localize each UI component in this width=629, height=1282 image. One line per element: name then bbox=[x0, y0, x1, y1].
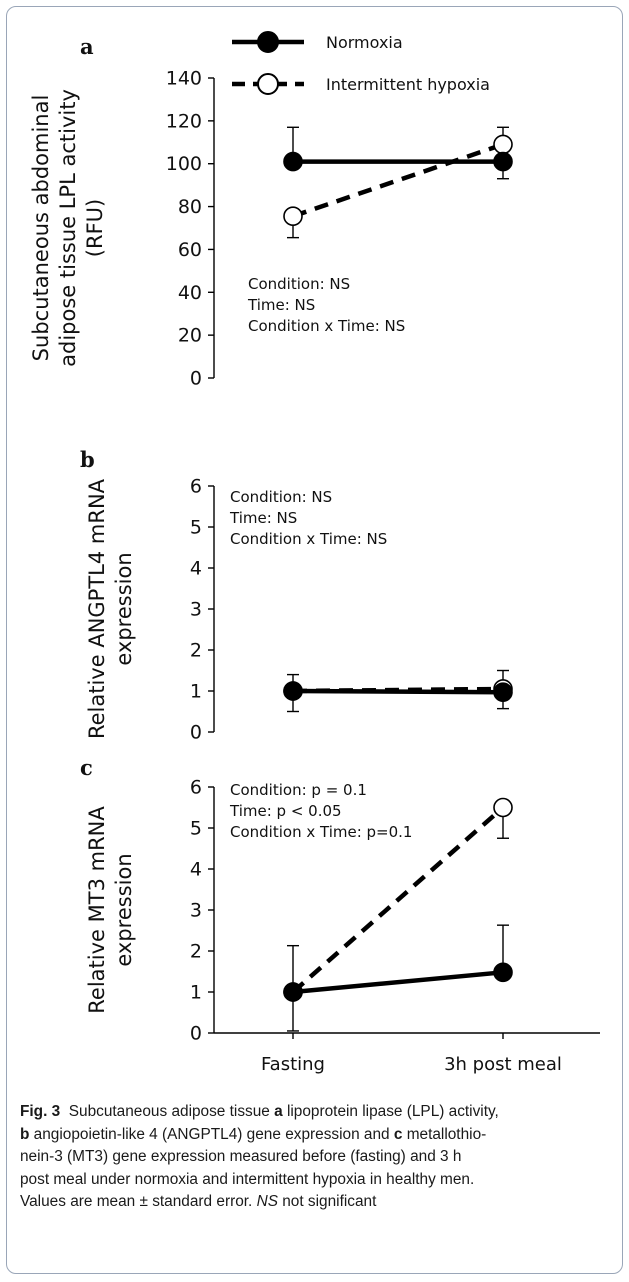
stats-annotation: Condition: p = 0.1 bbox=[230, 781, 367, 799]
point-normoxia bbox=[493, 682, 513, 703]
point-hypoxia bbox=[493, 797, 513, 818]
y-tick-label: 140 bbox=[166, 68, 202, 90]
legend: Normoxia Intermittent hypoxia bbox=[232, 31, 490, 95]
point-normoxia bbox=[493, 962, 513, 983]
legend-item-2: Intermittent hypoxia bbox=[232, 73, 490, 95]
caption-text: post meal under normoxia and intermitten… bbox=[20, 1170, 475, 1188]
y-tick-label: 4 bbox=[190, 859, 202, 881]
caption-line-1: Fig. 3 Subcutaneous adipose tissue a lip… bbox=[20, 1101, 615, 1124]
stats-annotation: Condition x Time: NS bbox=[248, 317, 405, 335]
y-axis-title: Subcutaneous abdominal bbox=[29, 95, 53, 362]
stats-annotation: Condition: NS bbox=[248, 275, 350, 293]
caption-fig-label: Fig. 3 bbox=[20, 1103, 61, 1120]
x-tick-label: Fasting bbox=[261, 1054, 325, 1075]
point-normoxia bbox=[283, 982, 303, 1002]
caption-text: lipoprotein lipase (LPL) activity, bbox=[282, 1103, 499, 1120]
y-tick-label: 6 bbox=[190, 777, 202, 799]
point-normoxia bbox=[283, 151, 303, 172]
stats-annotation: Condition: NS bbox=[230, 488, 332, 506]
caption-text: Values are mean ± standard error. bbox=[20, 1193, 257, 1210]
stats-annotation: Time: p < 0.05 bbox=[229, 802, 342, 820]
legend-label: Normoxia bbox=[326, 33, 403, 52]
series-line-hypoxia bbox=[291, 805, 505, 994]
caption-text: c bbox=[393, 1125, 403, 1143]
panel-b: b 0 1 2 3 4 5 6 Relative ANGPTL4 mRNA expression C… bbox=[80, 447, 513, 744]
y-tick-label: 1 bbox=[190, 982, 202, 1004]
y-tick-label: 1 bbox=[190, 681, 202, 703]
panel-c: c 0 1 2 3 4 5 6 Relative MT3 mRNA expression Condi… bbox=[80, 755, 600, 1045]
y-tick-label: 5 bbox=[190, 517, 202, 539]
y-axis-title: expression bbox=[112, 552, 136, 665]
y-axis-title: Relative ANGPTL4 mRNA bbox=[85, 478, 109, 739]
legend-filled-circle bbox=[257, 31, 279, 53]
stats-annotation: Condition x Time: p=0.1 bbox=[230, 823, 412, 841]
stats-annotation: Condition x Time: NS bbox=[230, 530, 387, 548]
caption-text: nein-3 (MT3) gene expression measured be… bbox=[20, 1148, 462, 1165]
stats-annotation: Time: NS bbox=[229, 509, 297, 527]
y-tick-label: 20 bbox=[178, 325, 202, 347]
point-hypoxia bbox=[493, 134, 513, 155]
caption-text: not significant bbox=[277, 1193, 377, 1210]
y-tick-label: 60 bbox=[178, 239, 202, 261]
y-tick-label: 2 bbox=[190, 941, 202, 963]
caption-line-2: b angiopoietin-like 4 (ANGPTL4) gene exp… bbox=[20, 1124, 615, 1147]
caption-text: NS bbox=[256, 1193, 278, 1210]
y-tick-label: 0 bbox=[190, 722, 202, 744]
point-normoxia bbox=[283, 681, 303, 701]
y-tick-label: 5 bbox=[190, 818, 202, 840]
y-tick-label: 6 bbox=[190, 476, 202, 498]
y-tick-label: 3 bbox=[190, 599, 202, 621]
y-tick-label: 120 bbox=[166, 110, 202, 132]
caption-text: angiopoietin-like 4 (ANGPTL4) gene expre… bbox=[29, 1125, 394, 1143]
y-tick-label: 0 bbox=[190, 1023, 202, 1045]
caption-text: metallothio- bbox=[402, 1125, 487, 1143]
caption-text: Subcutaneous adipose tissue bbox=[68, 1103, 275, 1120]
y-tick-label: 3 bbox=[190, 900, 202, 922]
figure-frame bbox=[6, 6, 623, 1274]
legend-label: Intermittent hypoxia bbox=[326, 75, 490, 94]
y-tick-label: 0 bbox=[190, 368, 202, 390]
legend-open-circle bbox=[257, 73, 279, 95]
y-axis-title: (RFU) bbox=[83, 199, 107, 257]
point-hypoxia bbox=[283, 206, 303, 227]
panel-letter: c bbox=[80, 755, 93, 780]
caption-line-3: nein-3 (MT3) gene expression measured be… bbox=[20, 1146, 615, 1169]
y-axis-title: expression bbox=[112, 853, 136, 966]
panel-a: a 0 20 40 60 80 100 120 140 Subcutaneous abdomina… bbox=[29, 34, 513, 390]
series-line-hypoxia bbox=[292, 686, 504, 694]
y-tick-label: 4 bbox=[190, 558, 202, 580]
panel-letter: a bbox=[80, 34, 94, 59]
y-tick-label: 100 bbox=[166, 153, 202, 175]
y-axis-title: adipose tissue LPL activity bbox=[56, 89, 80, 367]
x-axis-labels: Fasting 3h post meal bbox=[261, 1054, 562, 1075]
legend-item-1: Normoxia bbox=[232, 31, 403, 53]
caption-text: a bbox=[274, 1103, 283, 1120]
caption-text: b bbox=[20, 1125, 30, 1143]
caption-line-4: post meal under normoxia and intermitten… bbox=[20, 1169, 615, 1192]
y-tick-label: 80 bbox=[178, 196, 202, 218]
caption-line-5: Values are mean ± standard error. NS not… bbox=[20, 1191, 615, 1214]
panel-letter: b bbox=[80, 447, 95, 472]
y-tick-label: 2 bbox=[190, 640, 202, 662]
y-axis-title: Relative MT3 mRNA bbox=[85, 806, 109, 1014]
series-line-hypoxia bbox=[292, 142, 504, 219]
y-tick-label: 40 bbox=[178, 282, 202, 304]
x-tick-label: 3h post meal bbox=[444, 1054, 562, 1075]
series-line-normoxia bbox=[292, 970, 504, 995]
figure-caption: Fig. 3 Subcutaneous adipose tissue a lip… bbox=[20, 1101, 615, 1214]
point-normoxia bbox=[493, 151, 513, 172]
stats-annotation: Time: NS bbox=[247, 296, 315, 314]
